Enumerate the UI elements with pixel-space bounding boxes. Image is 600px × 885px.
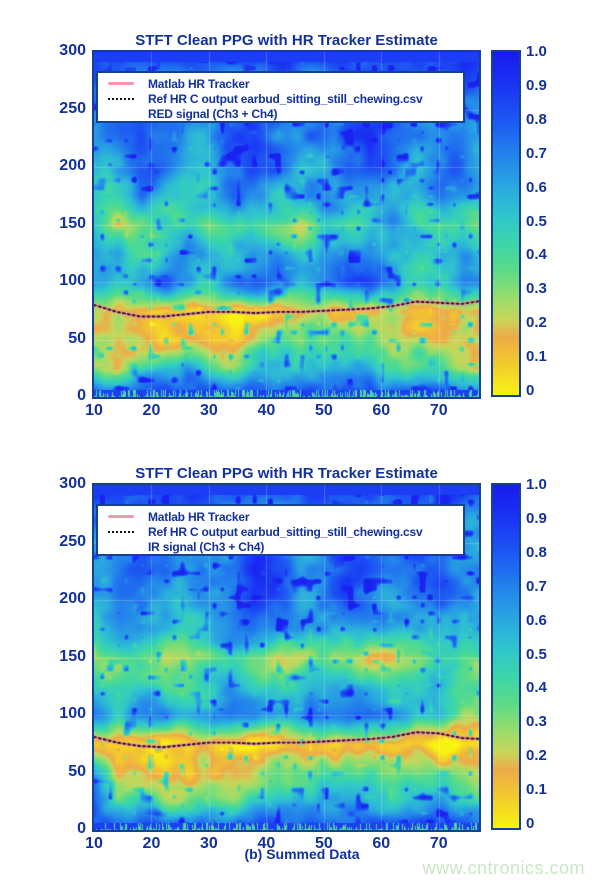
colorbar-tick-label: 0.2 <box>526 314 547 332</box>
legend-label: Matlab HR Tracker <box>148 509 250 524</box>
legend-row: Matlab HR Tracker <box>108 76 463 91</box>
pink-line-swatch <box>108 82 134 85</box>
colorbar-tick-label: 0.1 <box>526 781 547 799</box>
x-tick-label: 60 <box>372 402 391 419</box>
colorbar-tick-label: 0.4 <box>526 679 547 697</box>
x-tick-label: 10 <box>85 402 103 419</box>
plot2-area: Matlab HR Tracker Ref HR C output earbud_… <box>92 483 481 832</box>
y-tick-label: 50 <box>68 762 86 780</box>
colorbar-tick-label: 0.6 <box>526 178 547 196</box>
y-tick-label: 300 <box>59 475 86 492</box>
plot1-legend: Matlab HR Tracker Ref HR C output earbud_… <box>96 71 465 123</box>
legend-label: Ref HR C output earbud_sitting_still_che… <box>148 91 423 106</box>
plot1-area: Matlab HR Tracker Ref HR C output earbud_… <box>92 50 481 399</box>
colorbar-tick-label: 0.9 <box>526 509 547 527</box>
x-tick-label: 40 <box>257 835 276 852</box>
legend-row: RED signal (Ch3 + Ch4) <box>108 106 463 121</box>
y-tick-label: 0 <box>77 387 86 404</box>
colorbar-tick-label: 0.7 <box>526 144 547 162</box>
pink-line-swatch <box>108 515 134 518</box>
colorbar-tick-label: 0.2 <box>526 747 547 765</box>
y-tick-label: 150 <box>59 214 86 232</box>
colorbar-tick-label: 0.5 <box>526 212 547 230</box>
colorbar-tick-label: 0.4 <box>526 246 547 264</box>
legend-row: Ref HR C output earbud_sitting_still_che… <box>108 91 463 106</box>
legend-row: Matlab HR Tracker <box>108 509 463 524</box>
colorbar-tick-label: 0 <box>526 815 535 832</box>
y-tick-label: 250 <box>59 532 86 550</box>
y-tick-label: 0 <box>77 820 86 837</box>
y-tick-label: 250 <box>59 99 86 117</box>
y-tick-label: 50 <box>68 329 86 347</box>
colorbar-tick-label: 0.9 <box>526 76 547 94</box>
legend-label: Ref HR C output earbud_sitting_still_che… <box>148 524 423 539</box>
y-tick-label: 150 <box>59 647 86 665</box>
colorbar-tick-label: 0.1 <box>526 348 547 366</box>
colorbar-tick-label: 0.7 <box>526 577 547 595</box>
legend-label: IR signal (Ch3 + Ch4) <box>148 539 265 554</box>
figure-caption: (b) Summed Data <box>244 846 360 862</box>
y-tick-label: 100 <box>59 272 86 289</box>
x-tick-label: 10 <box>85 835 103 852</box>
colorbar-2 <box>491 483 521 830</box>
legend-label: RED signal (Ch3 + Ch4) <box>148 106 278 121</box>
y-tick-label: 300 <box>59 42 86 59</box>
x-tick-label: 50 <box>314 402 333 419</box>
plot2-legend: Matlab HR Tracker Ref HR C output earbud_… <box>96 504 465 556</box>
dotted-line-swatch <box>108 530 134 533</box>
x-tick-label: 60 <box>372 835 391 852</box>
x-tick-label: 70 <box>429 835 448 852</box>
colorbar-tick-label: 0.6 <box>526 611 547 629</box>
colorbar-tick-label: 0.8 <box>526 543 547 561</box>
legend-row: IR signal (Ch3 + Ch4) <box>108 539 463 554</box>
y-tick-label: 200 <box>59 157 86 174</box>
plot1-title: STFT Clean PPG with HR Tracker Estimate <box>135 32 438 49</box>
plot2-title: STFT Clean PPG with HR Tracker Estimate <box>135 465 438 482</box>
colorbar-tick-label: 1.0 <box>526 476 547 493</box>
colorbar-tick-label: 0.3 <box>526 280 547 298</box>
dotted-line-swatch <box>108 97 134 100</box>
x-tick-label: 20 <box>142 835 161 852</box>
x-tick-label: 70 <box>429 402 448 419</box>
colorbar-tick-label: 1.0 <box>526 43 547 60</box>
colorbar-tick-label: 0 <box>526 382 535 399</box>
y-tick-label: 200 <box>59 590 86 607</box>
x-tick-label: 30 <box>200 835 218 852</box>
x-tick-label: 20 <box>142 402 161 419</box>
x-tick-label: 50 <box>314 835 333 852</box>
legend-label: Matlab HR Tracker <box>148 76 250 91</box>
y-tick-label: 100 <box>59 705 86 722</box>
x-tick-label: 30 <box>200 402 218 419</box>
colorbar-tick-label: 0.3 <box>526 713 547 731</box>
colorbar-tick-label: 0.8 <box>526 110 547 128</box>
colorbar-tick-label: 0.5 <box>526 645 547 663</box>
watermark: www.cntronics.com <box>422 858 585 878</box>
legend-row: Ref HR C output earbud_sitting_still_che… <box>108 524 463 539</box>
colorbar-1 <box>491 50 521 397</box>
x-tick-label: 40 <box>257 402 276 419</box>
